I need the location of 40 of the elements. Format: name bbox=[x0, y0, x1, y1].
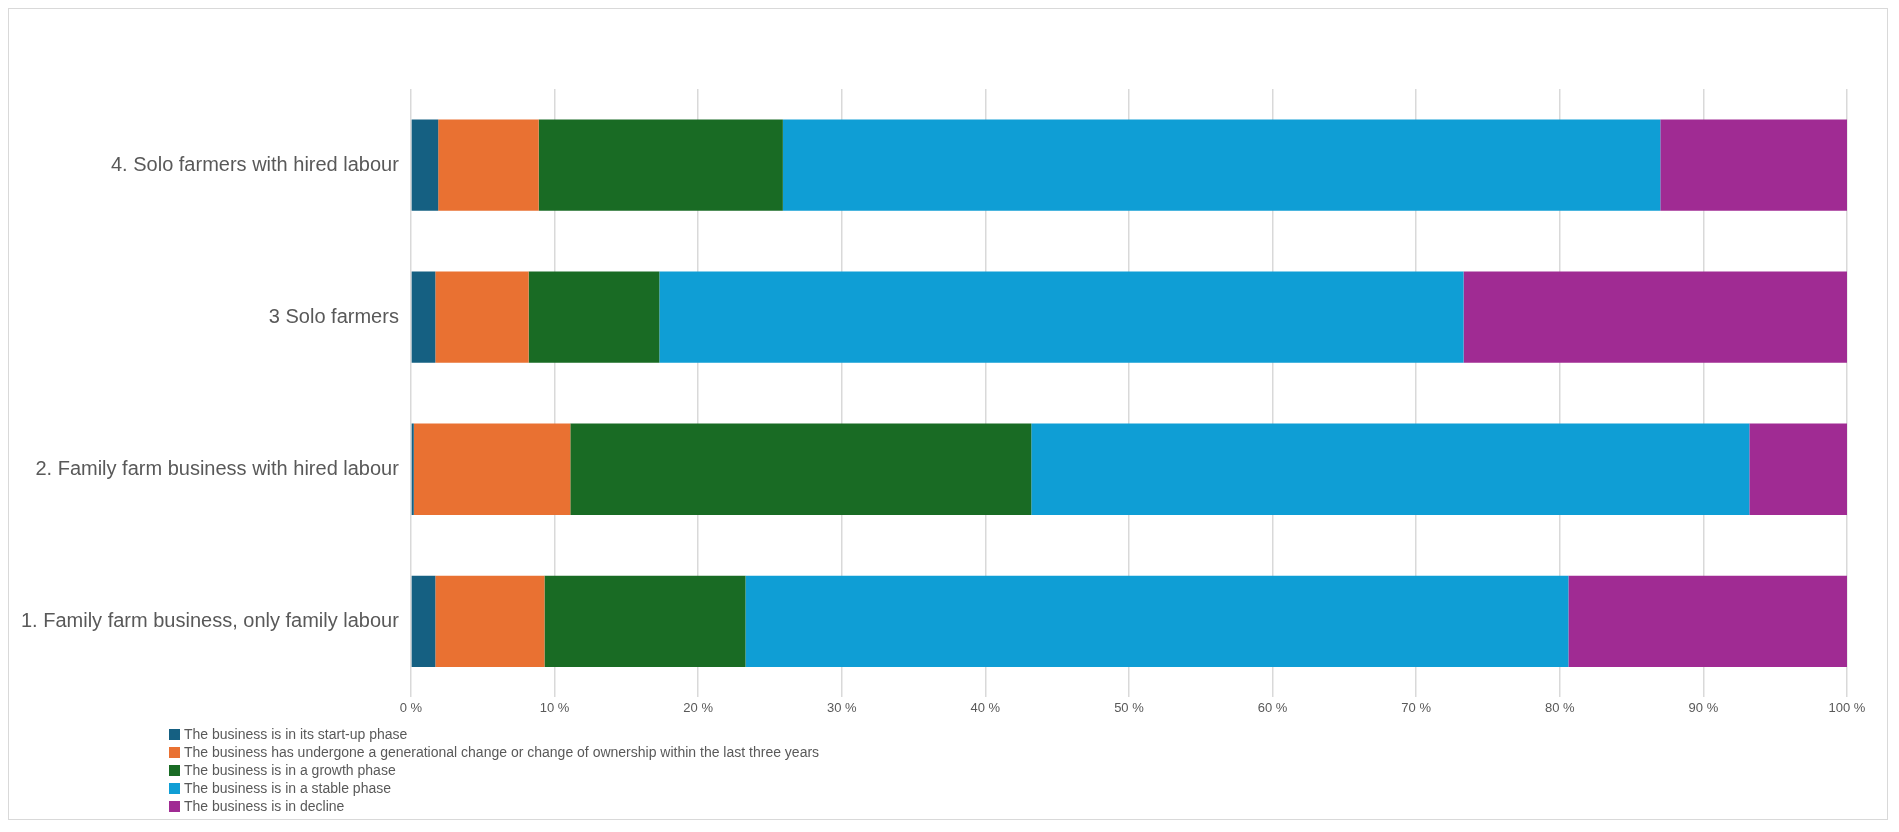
bar bbox=[411, 575, 436, 667]
legend-label: The business is in a stable phase bbox=[184, 779, 392, 797]
x-tick-label: 90 % bbox=[1688, 699, 1719, 715]
bar bbox=[538, 119, 783, 211]
x-tick-label: 30 % bbox=[826, 699, 857, 715]
legend-label: The business is in a growth phase bbox=[184, 761, 396, 779]
y-tick-label: 3 Solo farmers bbox=[268, 304, 399, 327]
bar bbox=[1568, 575, 1847, 667]
bar bbox=[659, 271, 1464, 363]
bar bbox=[1660, 119, 1847, 211]
bar bbox=[411, 423, 414, 515]
bar bbox=[1749, 423, 1847, 515]
x-tick-label: 10 % bbox=[539, 699, 570, 715]
bar bbox=[435, 271, 529, 363]
bar bbox=[411, 271, 436, 363]
y-tick-label: 4. Solo farmers with hired labour bbox=[110, 152, 400, 175]
bar bbox=[528, 271, 660, 363]
bar bbox=[745, 575, 1569, 667]
bar bbox=[570, 423, 1032, 515]
x-tick-label: 100 % bbox=[1828, 699, 1866, 715]
bar bbox=[438, 119, 539, 211]
x-tick-label: 50 % bbox=[1114, 699, 1145, 715]
x-tick-label: 60 % bbox=[1257, 699, 1288, 715]
bar bbox=[411, 119, 439, 211]
x-tick-label: 0 % bbox=[399, 699, 423, 715]
bar bbox=[435, 575, 545, 667]
bar bbox=[1031, 423, 1750, 515]
y-tick-label: 2. Family farm business with hired labour bbox=[35, 456, 400, 479]
legend-label: The business is in decline bbox=[184, 797, 345, 815]
bar bbox=[413, 423, 571, 515]
x-tick-label: 40 % bbox=[970, 699, 1001, 715]
x-tick-label: 20 % bbox=[683, 699, 714, 715]
legend-label: The business has undergone a generational change or change of ownership within the last three years bbox=[184, 743, 820, 761]
x-tick-label: 70 % bbox=[1401, 699, 1432, 715]
bar bbox=[782, 119, 1661, 211]
legend-label: The business is in its start-up phase bbox=[184, 725, 408, 743]
y-tick-label: 1. Family farm business, only family labour bbox=[20, 608, 400, 631]
bar bbox=[1463, 271, 1847, 363]
bar bbox=[544, 575, 746, 667]
x-tick-label: 80 % bbox=[1544, 699, 1576, 715]
